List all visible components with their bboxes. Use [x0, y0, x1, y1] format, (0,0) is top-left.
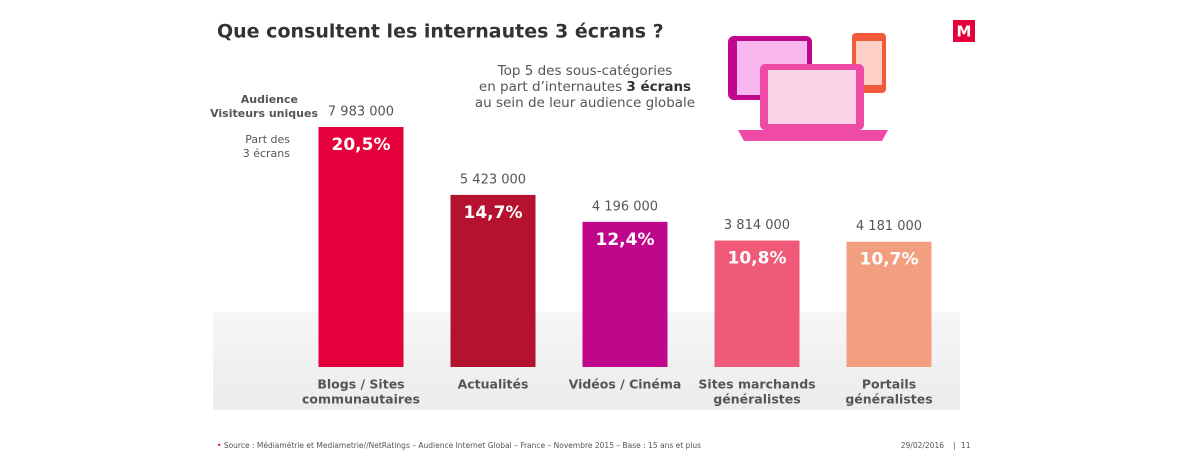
- share-label: 3 écrans: [243, 147, 291, 160]
- audience-sublabel: Visiteurs uniques: [210, 107, 318, 120]
- page-number: 11: [961, 441, 971, 450]
- bar: [714, 240, 800, 367]
- logo: [953, 20, 975, 42]
- date: 29/02/2016: [901, 441, 944, 450]
- source: • Source : Médiamétrie et Mediametrie//N…: [217, 441, 701, 450]
- separator: |: [953, 441, 956, 450]
- audience-value: 7 983 000: [328, 105, 394, 120]
- value-label: 14,7%: [464, 203, 523, 223]
- category-label: Sites marchands: [698, 377, 815, 392]
- subtitle: Top 5 des sous-catégories: [497, 63, 673, 79]
- audience-label: Audience: [241, 93, 298, 106]
- value-label: 10,7%: [860, 250, 919, 270]
- value-label: 12,4%: [596, 230, 655, 250]
- bar: [318, 127, 404, 367]
- audience-value: 5 423 000: [460, 172, 526, 187]
- share-label: Part des: [245, 133, 290, 146]
- audience-value: 4 196 000: [592, 199, 658, 214]
- subtitle: au sein de leur audience globale: [475, 95, 695, 111]
- chart-title: Que consultent les internautes 3 écrans …: [217, 21, 664, 43]
- category-label: Portails: [862, 377, 916, 392]
- category-label: Actualités: [458, 377, 529, 392]
- category-label: Vidéos / Cinéma: [569, 377, 682, 392]
- subtitle: en part d’internautes 3 écrans: [479, 79, 691, 95]
- audience-value: 3 814 000: [724, 218, 790, 233]
- logo-text: M: [957, 23, 972, 41]
- value-label: 10,8%: [728, 249, 787, 269]
- category-label: Blogs / Sites: [317, 377, 404, 392]
- value-label: 20,5%: [332, 135, 391, 155]
- bar: [846, 241, 932, 367]
- audience-value: 4 181 000: [856, 219, 922, 234]
- devices-icon: [728, 33, 888, 141]
- category-label: communautaires: [302, 392, 420, 407]
- bar: [450, 194, 536, 367]
- bar: [582, 221, 668, 367]
- category-label: généralistes: [845, 392, 932, 407]
- category-label: généralistes: [713, 392, 800, 407]
